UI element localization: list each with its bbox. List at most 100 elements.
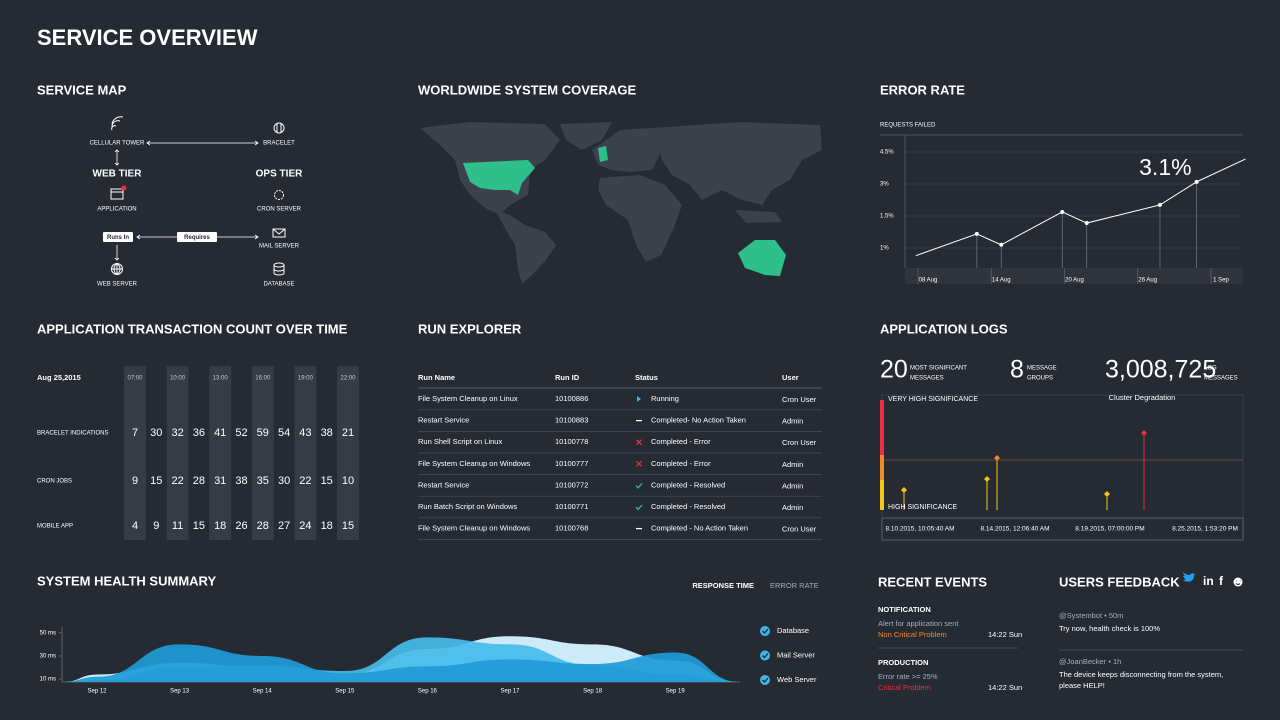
cell: Completed - Resolved: [651, 502, 725, 511]
x-axis-band: [905, 268, 1243, 284]
event-message: Alert for application sent: [878, 619, 959, 628]
edge-arrow: [114, 149, 120, 166]
icon-smiley[interactable]: [1233, 577, 1243, 587]
cell: 10100772: [555, 480, 588, 489]
event-time: 14:22 Sun: [988, 630, 1022, 639]
cell: 36: [193, 427, 205, 439]
cell: 41: [214, 427, 226, 439]
cell: Run Shell Script on Linux: [418, 437, 502, 446]
cell: 43: [299, 427, 311, 439]
legend-check: [762, 628, 769, 634]
status-icon: [636, 439, 642, 446]
event-severity: Non Critical Problem: [878, 630, 947, 639]
cell: 59: [257, 427, 269, 439]
column-header: 13:00: [213, 376, 229, 382]
x-tick-label: 8.19.2015, 07:00:00 PM: [1075, 526, 1144, 533]
log-stem: [903, 458, 1108, 510]
continent: [592, 128, 662, 172]
log-marker: [901, 476, 1110, 497]
cell: Completed - Error: [651, 459, 711, 468]
x-tick-label: 1 Sep: [1213, 278, 1229, 284]
cell: 10100886: [555, 394, 588, 403]
cell: Completed - Error: [651, 437, 711, 446]
icon-twitter[interactable]: [1183, 572, 1196, 582]
node-label: APPLICATION: [97, 207, 136, 213]
cell: Admin: [782, 417, 803, 426]
level-bar: [880, 400, 884, 455]
edge-arrow: [114, 245, 120, 261]
section-title: SERVICE MAP: [37, 82, 127, 97]
cell: File System Cleanup on Linux: [418, 394, 518, 403]
cell: Restart Service: [418, 480, 469, 489]
log-marker: [1141, 430, 1147, 436]
level-bar: [880, 480, 884, 510]
status-icon: [635, 504, 643, 511]
post-message: The device keeps disconnecting from the …: [1059, 670, 1223, 679]
legend-icon: [760, 626, 770, 636]
edge-label: Runs In: [107, 235, 129, 241]
x-tick-label: Sep 17: [500, 689, 520, 695]
cell: 15: [193, 520, 205, 532]
cell: Completed - No Action Taken: [651, 524, 748, 533]
section-title: APPLICATION LOGS: [880, 321, 1008, 336]
status-icon: [637, 396, 641, 402]
section-title: APPLICATION TRANSACTION COUNT OVER TIME: [37, 321, 348, 336]
cell: 18: [321, 520, 333, 532]
icon-mail: [272, 228, 286, 235]
cell: 30: [278, 475, 290, 487]
world-map: [420, 122, 822, 284]
event-severity: Critical Problem: [878, 683, 931, 692]
continent: [598, 175, 682, 262]
cell: 21: [342, 427, 354, 439]
event-category: NOTIFICATION: [878, 605, 931, 614]
value-label: 3.1%: [1139, 154, 1191, 180]
cell: 9: [153, 520, 159, 532]
point: [1084, 221, 1089, 226]
cell: 28: [193, 475, 205, 487]
x-tick-label: Sep 14: [253, 689, 273, 695]
legend-label: Mail Server: [777, 650, 815, 659]
cell: 27: [278, 520, 290, 532]
cell: 54: [278, 427, 290, 439]
y-tick-label: 1.5%: [880, 214, 894, 220]
cell: 31: [214, 475, 226, 487]
column-highlight: [209, 366, 232, 540]
social-icon[interactable]: f: [1219, 574, 1224, 588]
row-label: CRON JOBS: [37, 479, 72, 485]
y-tick-label: 1%: [880, 246, 889, 252]
point: [974, 231, 979, 236]
legend-label: Database: [777, 626, 809, 635]
icon-gear: [274, 190, 284, 200]
x-tick-label: 14 Aug: [992, 278, 1011, 284]
icon-database: [273, 265, 285, 276]
x-tick-label: 08 Aug: [919, 278, 938, 284]
node-label: DATABASE: [263, 282, 294, 288]
cell: 35: [257, 475, 269, 487]
post-handle: @JoanBecker • 1h: [1059, 657, 1121, 666]
cell: 38: [321, 427, 333, 439]
legend-check: [762, 653, 769, 659]
cell: 15: [321, 475, 333, 487]
x-tick-label: 8.14.2015, 12:06:40 AM: [980, 526, 1049, 533]
x-axis-band: [881, 517, 1244, 541]
covered-region: [738, 240, 786, 276]
icon-bracelet: [273, 122, 285, 134]
cell: 26: [235, 520, 247, 532]
section-title: SYSTEM HEALTH SUMMARY: [37, 573, 216, 588]
social-icon[interactable]: in: [1203, 574, 1214, 588]
y-tick-label: 50 ms: [40, 630, 56, 636]
cell: Admin: [782, 481, 803, 490]
node-label: WEB TIER: [93, 169, 143, 180]
column-highlight: [294, 366, 317, 540]
stat-label: GROUPS: [1027, 376, 1053, 382]
row-label: MOBILE APP: [37, 524, 73, 530]
cell: Cron User: [782, 438, 817, 447]
cell: Completed- No Action Taken: [651, 416, 746, 425]
stat-label: LOG: [1204, 366, 1217, 372]
covered-region: [598, 146, 608, 162]
legend-icon: [760, 675, 770, 685]
x-tick-label: Sep 13: [170, 689, 190, 695]
continent: [652, 122, 822, 205]
cell: 15: [342, 520, 354, 532]
continent: [735, 210, 782, 223]
